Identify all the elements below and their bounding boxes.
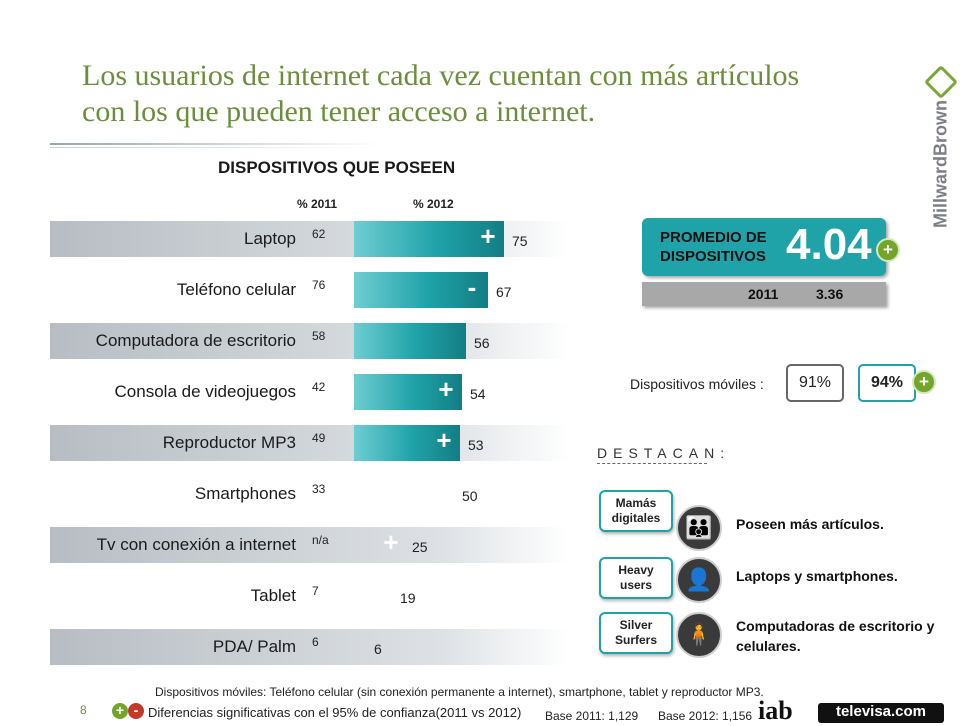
chart-title: DISPOSITIVOS QUE POSEEN	[218, 158, 456, 177]
moviles-label: Dispositivos móviles :	[630, 376, 764, 392]
title-divider-thin	[50, 147, 380, 148]
value-2011-label: 6	[312, 635, 319, 649]
highlight-silver-text: Computadoras de escritorio y celulares.	[736, 618, 935, 654]
promedio-2011-year: 2011	[748, 286, 779, 302]
value-2011-label: 7	[312, 584, 319, 598]
bar-2012	[354, 374, 462, 410]
category-label: Laptop	[244, 229, 296, 248]
promedio-2011-bar: 2011 3.36	[642, 282, 886, 306]
value-2011-label: 58	[312, 329, 326, 343]
row-shade	[50, 425, 570, 461]
title-divider	[50, 143, 380, 145]
bar-2012	[354, 272, 488, 308]
destacan-heading: DESTACAN:	[597, 445, 731, 461]
tag-silver-surfers: Silver Surfers	[599, 612, 673, 654]
senior-user-icon: 🧍	[676, 612, 722, 658]
category-label: Computadora de escritorio	[96, 331, 296, 350]
category-label: Teléfono celular	[177, 280, 296, 299]
promedio-2011-value: 3.36	[816, 286, 844, 302]
base-2011: Base 2011: 1,129	[545, 709, 639, 723]
bar-2012	[354, 323, 466, 359]
promedio-value: 4.04	[786, 220, 872, 269]
value-2012-label: 53	[468, 437, 484, 453]
mother-child-icon: 👪	[676, 505, 722, 551]
heavy-user-icon: 👤	[676, 557, 722, 603]
plus-marker: +	[480, 221, 495, 251]
tag-heavy-users: Heavy users	[599, 557, 673, 599]
value-2012-label: 25	[412, 539, 428, 555]
category-label: PDA/ Palm	[213, 637, 296, 656]
title-line-2: con los que pueden tener acceso a intern…	[82, 95, 596, 128]
category-label: Smartphones	[195, 484, 296, 503]
highlight-heavy-text: Laptops y smartphones.	[736, 568, 898, 584]
minus-marker: -	[468, 272, 477, 302]
row-shade	[50, 629, 570, 665]
tag-mamas-digitales: Mamás digitales	[599, 490, 673, 532]
millwardbrown-logo: MillwardBrown	[924, 58, 958, 228]
value-2012-label: 67	[496, 284, 512, 300]
legend-minus-icon: -	[128, 703, 144, 719]
column-header-2012: % 2012	[413, 197, 454, 211]
promedio-plus-icon: +	[876, 238, 900, 262]
promedio-panel	[642, 218, 886, 276]
destacan-underline	[597, 463, 707, 465]
legend-plus-icon: +	[112, 703, 128, 719]
value-2012-label: 56	[474, 335, 490, 351]
value-2012-label: 19	[400, 590, 416, 606]
row-shade	[50, 527, 570, 563]
legend-text: Diferencias significativas con el 95% de…	[148, 705, 522, 720]
value-2011-label: 76	[312, 278, 326, 292]
iab-logo: iab	[758, 696, 793, 725]
value-2012-label: 75	[512, 233, 528, 249]
value-2011-label: 42	[312, 380, 326, 394]
title-line-1: Los usuarios de internet cada vez cuenta…	[82, 59, 800, 92]
highlight-mamas-text: Poseen más artículos.	[736, 516, 884, 532]
televisa-logo: televisa.com	[818, 703, 944, 723]
millwardbrown-logo-text: MillwardBrown	[930, 99, 951, 228]
plus-marker: +	[438, 374, 453, 404]
value-2012-label: 50	[462, 488, 478, 504]
value-2012-label: 6	[374, 641, 382, 657]
value-2012-label: 54	[470, 386, 486, 402]
bar-2012	[354, 425, 460, 461]
bar-2012	[354, 221, 504, 257]
moviles-2011-box: 91%	[786, 364, 844, 402]
slide-title: Los usuarios de internet cada vez cuenta…	[82, 58, 882, 130]
value-2011-label: 49	[312, 431, 326, 445]
row-shade	[50, 323, 570, 359]
category-label: Tv con conexión a internet	[97, 535, 297, 554]
millwardbrown-mark-icon	[924, 65, 958, 99]
base-2012: Base 2012: 1,156	[658, 709, 753, 723]
footnote: Dispositivos móviles: Teléfono celular (…	[155, 685, 764, 699]
plus-marker: +	[383, 527, 398, 557]
page-number: 8	[80, 703, 87, 717]
category-label: Consola de videojuegos	[115, 382, 296, 401]
moviles-plus-icon: +	[912, 370, 936, 394]
column-header-2011: % 2011	[297, 197, 338, 211]
promedio-label: PROMEDIO DE DISPOSITIVOS	[660, 229, 767, 265]
plus-marker: +	[436, 425, 451, 455]
value-2011-label: n/a	[312, 533, 329, 547]
moviles-2012-box: 94%	[858, 364, 916, 402]
category-label: Reproductor MP3	[163, 433, 296, 452]
value-2011-label: 62	[312, 227, 326, 241]
value-2011-label: 33	[312, 482, 326, 496]
category-label: Tablet	[251, 586, 297, 605]
